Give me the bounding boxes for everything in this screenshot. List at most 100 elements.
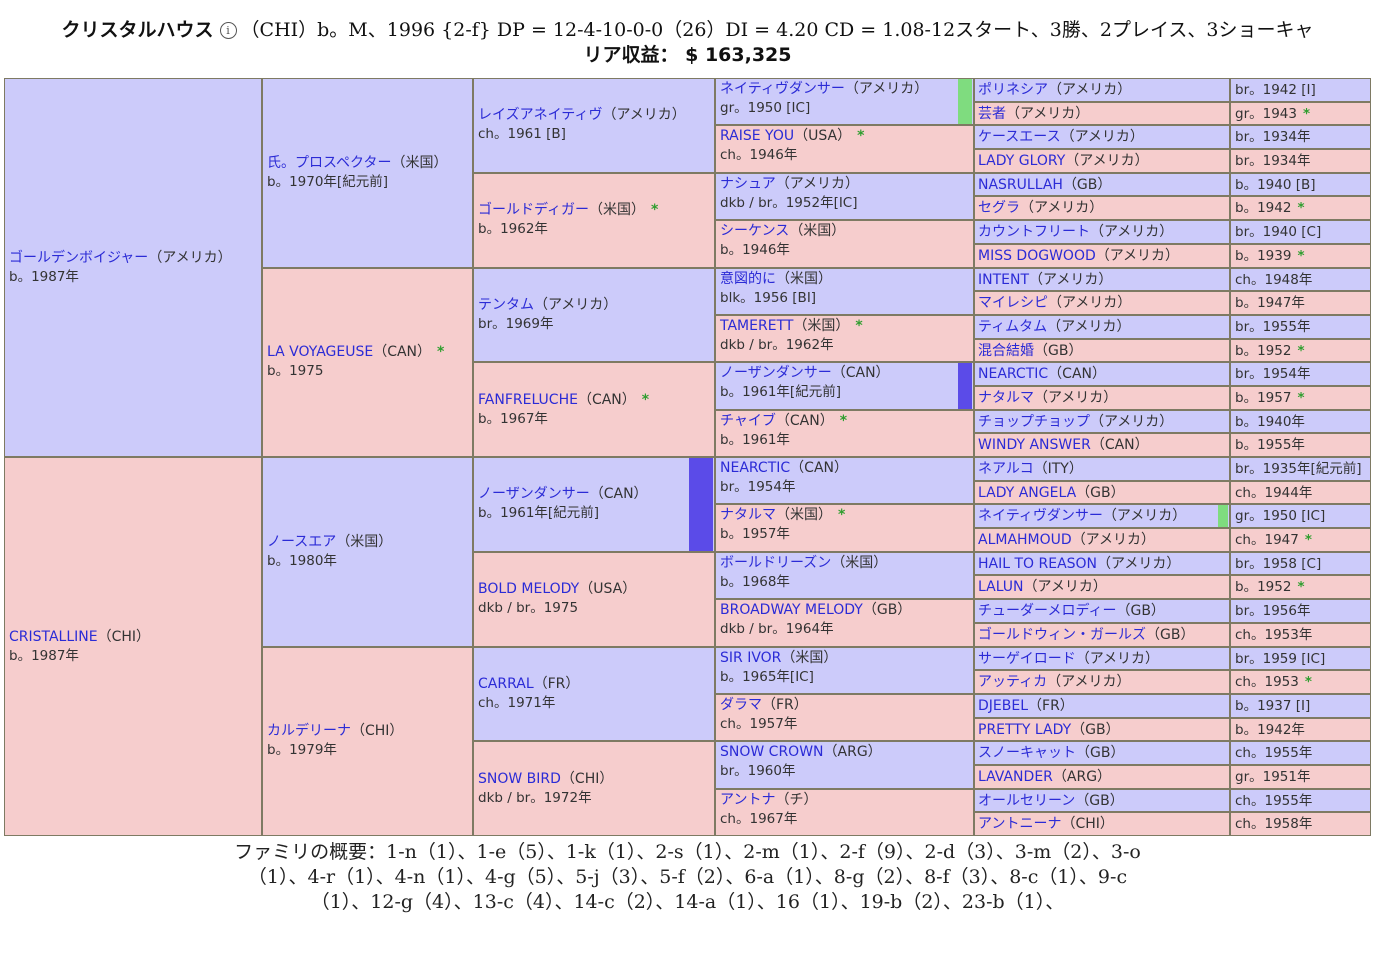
horse-name-text[interactable]: ノーザンダンサー <box>720 365 832 382</box>
gen5-name-cell[interactable]: ポリネシア（アメリカ） <box>974 78 1230 102</box>
horse-name-text[interactable]: ネアルコ <box>978 461 1034 477</box>
horse-name-text[interactable]: SNOW CROWN <box>720 744 824 761</box>
horse-name-text[interactable]: ゴールデンボイジャー <box>9 249 149 266</box>
horse-name-text[interactable]: LADY GLORY <box>978 153 1066 170</box>
horse-name-link[interactable]: ノースエア（米国） <box>267 533 468 552</box>
horse-name-link[interactable]: TAMERETT（米国） * <box>720 317 969 336</box>
horse-name-link[interactable]: ネイティヴダンサー（アメリカ） <box>720 80 969 99</box>
horse-name-text[interactable]: 氏。プロスペクター <box>267 154 392 171</box>
horse-name-text[interactable]: LALUN <box>978 579 1024 596</box>
horse-name-link[interactable]: SIR IVOR（米国） <box>720 649 969 668</box>
horse-name-text[interactable]: チョップチョップ <box>978 413 1090 430</box>
horse-name-link[interactable]: SNOW CROWN（ARG） <box>720 743 969 762</box>
gen5-name-cell[interactable]: MISS DOGWOOD（アメリカ） <box>974 243 1230 268</box>
horse-name-text[interactable]: マイレシピ <box>978 295 1048 312</box>
horse-name-text[interactable]: INTENT <box>978 271 1030 288</box>
horse-name-link[interactable]: テンタム（アメリカ） <box>478 296 710 315</box>
horse-name-link[interactable]: BOLD MELODY（USA） <box>478 580 710 599</box>
gen5-name-cell[interactable]: チョップチョップ（アメリカ） <box>974 409 1230 434</box>
horse-name-link[interactable]: ゴールデンボイジャー（アメリカ） <box>9 249 257 268</box>
horse-name-link[interactable]: カルデリーナ（CHI） <box>267 722 468 741</box>
gen5-name-cell[interactable]: マイレシピ（アメリカ） <box>974 291 1230 315</box>
horse-name-text[interactable]: SIR IVOR <box>720 649 782 666</box>
horse-name-link[interactable]: FANFRELUCHE（CAN） * <box>478 391 710 410</box>
gen5-name-cell[interactable]: WINDY ANSWER（CAN） <box>974 433 1230 457</box>
horse-name-link[interactable]: アントナ（チ） <box>720 791 969 810</box>
horse-name-text[interactable]: アントナ <box>720 791 776 808</box>
horse-name-link[interactable]: チャイブ（CAN） * <box>720 412 969 431</box>
horse-name-text[interactable]: CARRAL <box>478 675 534 692</box>
horse-name-text[interactable]: チューダーメロディー <box>978 603 1117 620</box>
gen5-name-cell[interactable]: チューダーメロディー（GB） <box>974 599 1230 623</box>
gen5-name-cell[interactable]: サーゲイロード（アメリカ） <box>974 646 1230 671</box>
horse-name-link[interactable]: ボールドリーズン（米国） <box>720 554 969 573</box>
horse-name-link[interactable]: CARRAL（FR） <box>478 675 710 694</box>
gen5-name-cell[interactable]: NASRULLAH（GB） <box>974 172 1230 197</box>
horse-name-link[interactable]: SNOW BIRD（CHI） <box>478 770 710 789</box>
horse-name-text[interactable]: ボールドリーズン <box>720 554 832 571</box>
horse-name-link[interactable]: シーケンス（米国） <box>720 222 969 241</box>
gen5-name-cell[interactable]: DJEBEL（FR） <box>974 693 1230 718</box>
gen5-name-cell[interactable]: ゴールドウィン・ガールズ（GB） <box>974 622 1230 647</box>
gen5-name-cell[interactable]: ネアルコ（ITY） <box>974 457 1230 481</box>
horse-name-text[interactable]: RAISE YOU <box>720 128 795 145</box>
horse-name-text[interactable]: 芸者 <box>978 105 1006 122</box>
horse-name-text[interactable]: スノーキャット <box>978 745 1076 762</box>
gen5-name-cell[interactable]: スノーキャット（GB） <box>974 741 1230 765</box>
horse-name-text[interactable]: LA VOYAGEUSE <box>267 344 374 361</box>
horse-name-link[interactable]: LA VOYAGEUSE（CAN） * <box>267 343 468 362</box>
horse-name-text[interactable]: NEARCTIC <box>720 460 791 476</box>
horse-name-link[interactable]: ノーザンダンサー（CAN） <box>720 364 969 383</box>
gen5-name-cell[interactable]: HAIL TO REASON（アメリカ） <box>974 551 1230 576</box>
horse-name-text[interactable]: BOLD MELODY <box>478 581 580 598</box>
horse-name-text[interactable]: BROADWAY MELODY <box>720 602 863 619</box>
horse-name-text[interactable]: MISS DOGWOOD <box>978 247 1096 264</box>
horse-name-text[interactable]: ダラマ <box>720 696 762 713</box>
horse-name-text[interactable]: ポリネシア <box>978 82 1048 98</box>
gen5-name-cell[interactable]: LADY GLORY（アメリカ） <box>974 149 1230 173</box>
horse-name-text[interactable]: SNOW BIRD <box>478 770 561 787</box>
horse-name-text[interactable]: ティムタム <box>978 318 1048 335</box>
gen5-name-cell[interactable]: ナタルマ（アメリカ） <box>974 385 1230 410</box>
horse-name-text[interactable]: アントニーナ <box>978 816 1062 833</box>
horse-name-text[interactable]: アッティカ <box>978 674 1048 691</box>
horse-name-text[interactable]: テンタム <box>478 296 534 313</box>
horse-name-text[interactable]: ネイティヴダンサー <box>978 508 1103 525</box>
horse-name-text[interactable]: ノーザンダンサー <box>478 486 590 503</box>
horse-name-text[interactable]: サーゲイロード <box>978 650 1076 667</box>
gen5-name-cell[interactable]: オールセリーン（GB） <box>974 788 1230 813</box>
gen5-name-cell[interactable]: LAVANDER（ARG） <box>974 764 1230 789</box>
gen5-name-cell[interactable]: LADY ANGELA（GB） <box>974 480 1230 505</box>
horse-name-text[interactable]: 意図的に <box>720 270 776 287</box>
gen5-name-cell[interactable]: 芸者（アメリカ） <box>974 101 1230 126</box>
gen5-name-cell[interactable]: PRETTY LADY（GB） <box>974 717 1230 742</box>
horse-name-text[interactable]: PRETTY LADY <box>978 721 1072 738</box>
horse-name-text[interactable]: CRISTALLINE <box>9 628 98 645</box>
horse-name-link[interactable]: レイズアネイティヴ（アメリカ） <box>478 106 710 125</box>
horse-name-text[interactable]: ナシュア <box>720 175 776 192</box>
horse-name-link[interactable]: BROADWAY MELODY（GB） <box>720 601 969 620</box>
horse-name-link[interactable]: ノーザンダンサー（CAN） <box>478 485 710 504</box>
horse-name-text[interactable]: ノースエア <box>267 533 337 550</box>
horse-name-link[interactable]: RAISE YOU（USA） * <box>720 127 969 146</box>
horse-name-text[interactable]: HAIL TO REASON <box>978 555 1098 572</box>
horse-name-text[interactable]: NASRULLAH <box>978 176 1063 193</box>
horse-name-text[interactable]: レイズアネイティヴ <box>478 107 603 124</box>
gen5-name-cell[interactable]: ALMAHMOUD（アメリカ） <box>974 528 1230 552</box>
horse-name-text[interactable]: セグラ <box>978 200 1020 217</box>
horse-name-text[interactable]: FANFRELUCHE <box>478 391 578 408</box>
horse-name-link[interactable]: ナシュア（アメリカ） <box>720 175 969 194</box>
horse-name-text[interactable]: チャイブ <box>720 412 776 429</box>
gen5-name-cell[interactable]: アントニーナ（CHI） <box>974 812 1230 836</box>
gen5-name-cell[interactable]: ティムタム（アメリカ） <box>974 314 1230 339</box>
horse-name-text[interactable]: カルデリーナ <box>267 723 351 740</box>
gen5-name-cell[interactable]: アッティカ（アメリカ） <box>974 670 1230 694</box>
horse-name-link[interactable]: 氏。プロスペクター（米国） <box>267 154 468 173</box>
horse-name-link[interactable]: CRISTALLINE（CHI） <box>9 628 257 647</box>
horse-name-text[interactable]: ナタルマ <box>978 389 1034 406</box>
horse-name-text[interactable]: ナタルマ <box>720 507 776 524</box>
gen5-name-cell[interactable]: カウントフリート（アメリカ） <box>974 220 1230 244</box>
horse-name-text[interactable]: LAVANDER <box>978 768 1053 785</box>
horse-name-link[interactable]: ゴールドディガー（米国） * <box>478 201 710 220</box>
gen5-name-cell[interactable]: セグラ（アメリカ） <box>974 196 1230 221</box>
